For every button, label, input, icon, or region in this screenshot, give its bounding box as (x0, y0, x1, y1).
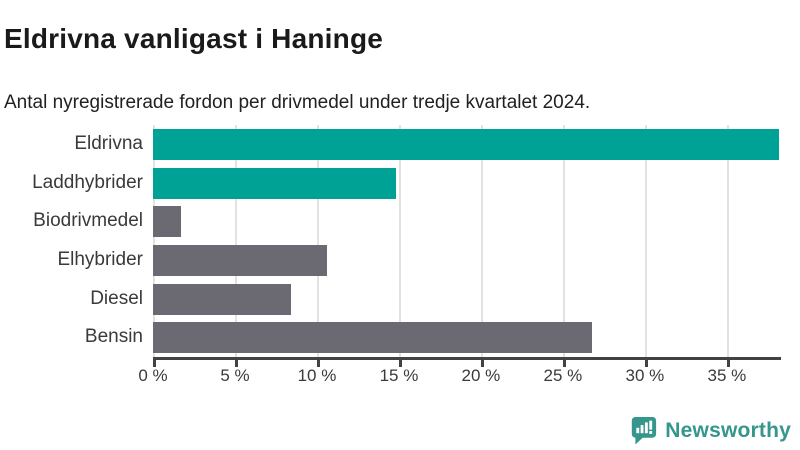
category-axis: Eldrivna Laddhybrider Biodrivmedel Elhybrid… (0, 125, 143, 357)
x-axis-tick-label: 5 % (220, 366, 250, 385)
newsworthy-logo-text: Newsworthy (665, 418, 791, 442)
gridline (644, 125, 647, 357)
category-label: Bensin (84, 326, 143, 348)
bar-biodrivmedel (153, 206, 181, 238)
x-axis-tick-label: 0 % (138, 366, 168, 385)
x-axis-tick-label: 25 % (543, 366, 583, 385)
bar-eldrivna (153, 128, 780, 160)
x-axis-line (153, 357, 781, 367)
gridline (398, 125, 401, 357)
x-axis-tick-label: 15 % (379, 366, 419, 385)
x-axis-tick (644, 360, 648, 367)
category-label: Eldrivna (74, 133, 143, 154)
bar-elhybrider (153, 244, 327, 276)
category-label: Diesel (90, 287, 143, 309)
x-axis-tick-label: 30 % (625, 366, 665, 385)
x-axis-tick-label: 10 % (297, 366, 337, 385)
bar-bensin (153, 322, 593, 354)
category-label: Biodrivmedel (33, 210, 143, 232)
gridline (153, 125, 155, 357)
x-axis-tick (480, 360, 484, 367)
bar-diesel (153, 283, 291, 315)
newsworthy-logo: Newsworthy (630, 416, 791, 445)
gridline (726, 125, 729, 357)
category-label: Laddhybrider (32, 171, 143, 193)
x-axis-tick-label: 35 % (707, 366, 747, 385)
x-axis-tick (153, 360, 156, 367)
x-axis-tick (234, 360, 238, 367)
x-axis-tick (398, 360, 402, 367)
x-axis-tick (316, 360, 320, 367)
category-label: Elhybrider (57, 249, 143, 270)
newsworthy-bubble-chart-icon (632, 417, 657, 445)
x-axis-tick-label: 20 % (461, 366, 501, 385)
plot-area (153, 125, 781, 357)
gridline (562, 125, 565, 357)
x-axis-tick (726, 360, 730, 367)
gridline (480, 125, 483, 357)
gridline (316, 125, 319, 357)
gridline (234, 125, 237, 357)
chart-title: Eldrivna vanligast i Haninge (4, 22, 384, 54)
bar-laddhybrider (153, 167, 396, 199)
x-axis-tick (562, 360, 566, 367)
chart-subtitle: Antal nyregistrerade fordon per drivmede… (4, 92, 591, 113)
